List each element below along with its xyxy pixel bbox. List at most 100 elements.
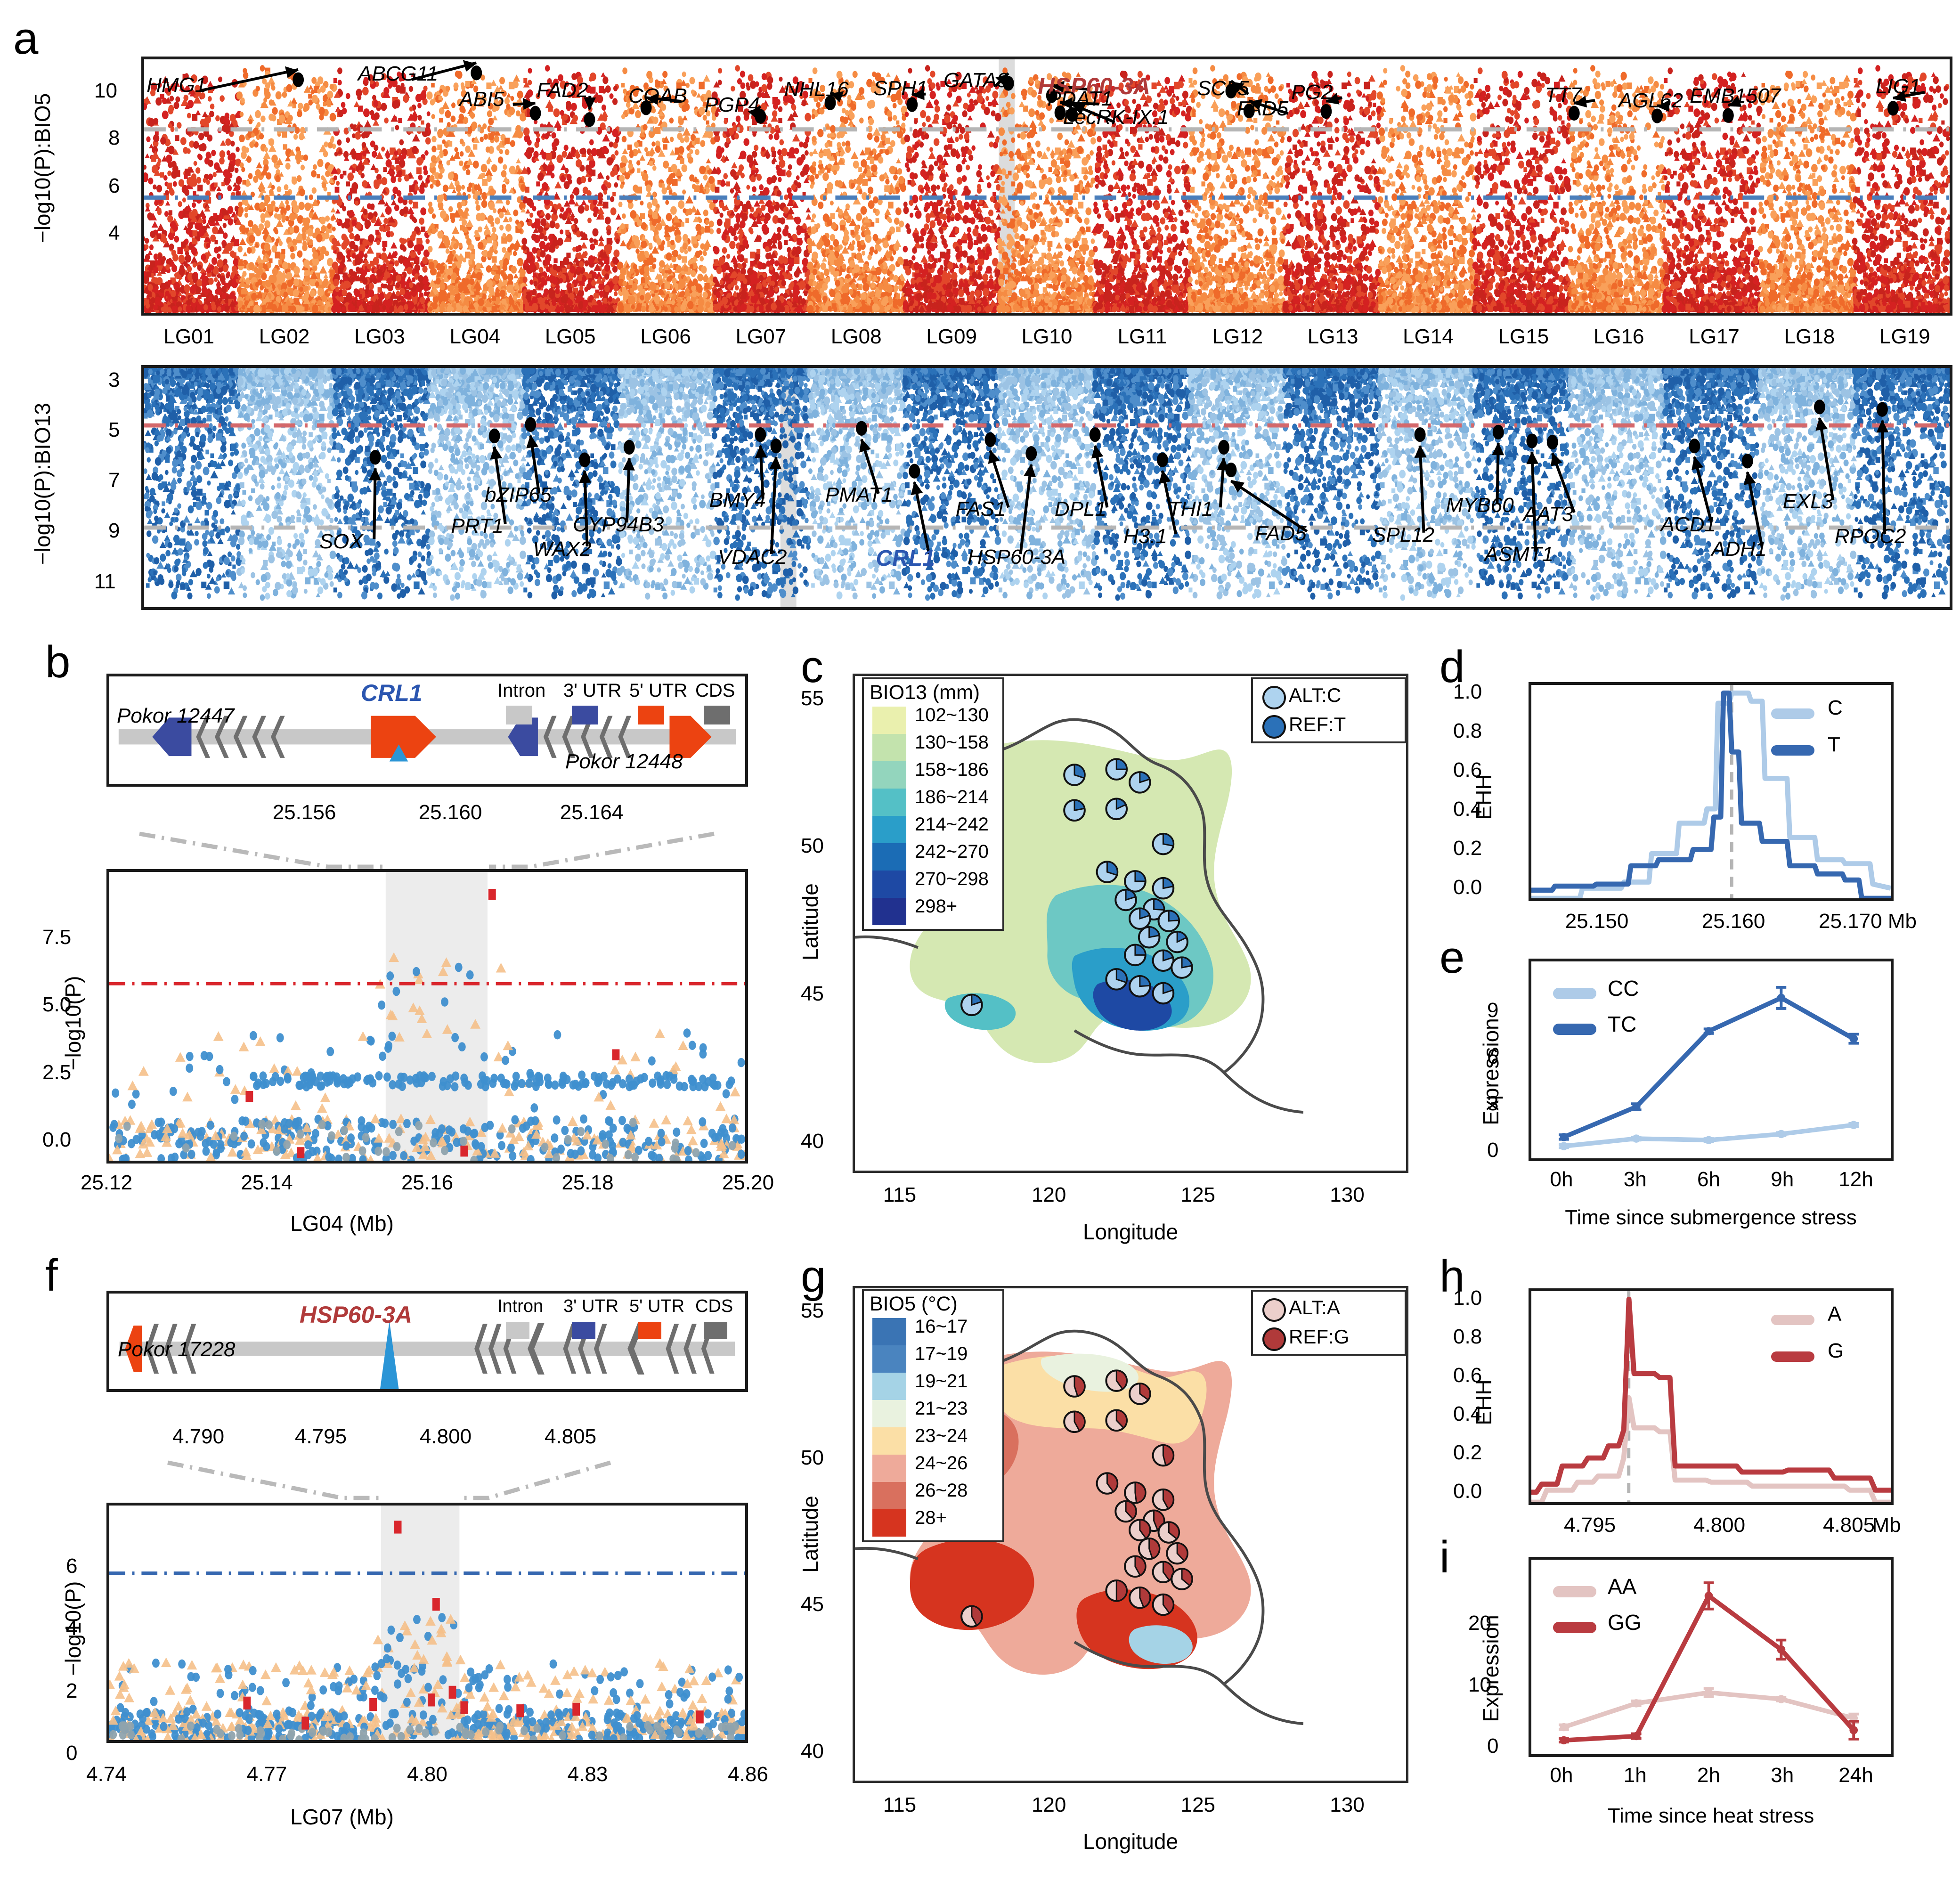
panel-f-locuszoom-box (106, 1503, 748, 1743)
bio13-gene-label-vdac2: VDAC2 (718, 545, 787, 569)
bio13-gene-label-cyp94b3: CYP94B3 (573, 513, 664, 537)
bio5-gene-label-fad5: FAD5 (1237, 97, 1288, 121)
map-legend-label: 23~24 (915, 1425, 968, 1447)
panel-b-xlabel: LG04 (Mb) (290, 1211, 394, 1236)
bio5-xtick-lg13: LG13 (1308, 325, 1358, 349)
bio13-gene-label-dpl1: DPL1 (1055, 497, 1106, 521)
map-ytick: 55 (801, 1299, 824, 1323)
axis-label-bio5: −log10(P):BIO5 (30, 74, 55, 262)
feature-legend-swatch (506, 706, 532, 725)
ehh-legend-swatch (1771, 708, 1814, 719)
map-legend-label: 186~214 (915, 787, 989, 808)
allele-legend-label: REF:G (1289, 1326, 1349, 1348)
feature-legend-swatch (572, 1322, 595, 1339)
panel-b-locuszoom-box (106, 869, 748, 1164)
map-legend-label: 17~19 (915, 1343, 968, 1365)
expr-legend-label: CC (1608, 976, 1639, 1001)
bio5-gene-label-lecrkix1: LecRK-IX.1 (1063, 106, 1169, 129)
bio5-ytick: 6 (108, 174, 120, 198)
bio13-gene-label-wax2: WAX2 (533, 537, 592, 561)
bio5-ytick: 4 (108, 221, 120, 245)
feature-legend-label: CDS (695, 1296, 733, 1317)
panel-letter-c: c (801, 644, 823, 690)
expr-legend-label: GG (1608, 1610, 1642, 1635)
ehh-ytick: 0.0 (1453, 876, 1482, 899)
expr-xtick: 0h (1550, 1764, 1573, 1787)
bio5-xtick-lg03: LG03 (354, 325, 405, 349)
panel-f-zoom-tick: 4.790 (172, 1425, 224, 1449)
panel-b-gene-model-box (106, 674, 748, 787)
map-xtick: 130 (1330, 1183, 1364, 1207)
expr-ytick: 0 (1487, 1734, 1498, 1758)
map-legend-label: 21~23 (915, 1398, 968, 1419)
map-ytick: 55 (801, 687, 824, 710)
expr-ytick: 6 (1487, 1045, 1498, 1069)
panel-b-ytick: 2.5 (42, 1061, 71, 1084)
panel-e-expression-svg (1559, 986, 1859, 1150)
bio5-gene-label-abi5: ABI5 (459, 88, 504, 111)
bio13-gene-label-hsp603a: HSP60-3A (968, 545, 1065, 569)
panel-b-xtick: 25.16 (401, 1171, 453, 1195)
panel-b-gene-title: CRL1 (361, 679, 423, 707)
map-legend-swatch (872, 1509, 906, 1537)
panel-f-zoom-tick: 4.805 (545, 1425, 596, 1449)
map-ytick: 40 (801, 1740, 824, 1763)
panel-b-zoom-connector (139, 831, 715, 869)
map-ytick: 40 (801, 1130, 824, 1153)
bio13-scatter-svg (144, 368, 1950, 607)
allele-legend-dot (1262, 1298, 1286, 1322)
panel-f-xtick: 4.80 (407, 1763, 447, 1786)
bio13-gene-label-thi1: THI1 (1168, 497, 1213, 521)
bio5-gene-label-coab: COAB (628, 84, 687, 108)
bio13-ytick: 3 (108, 368, 120, 392)
bio13-gene-label-bmy4: BMY4 (709, 488, 766, 512)
expr-xtick: 3h (1771, 1764, 1794, 1787)
allele-legend-dot (1262, 715, 1286, 739)
panel-f-ytick: 4 (66, 1617, 77, 1640)
ehh-xtick: 4.805 (1823, 1514, 1875, 1537)
map-legend-swatch (872, 843, 906, 871)
map-legend-swatch (872, 1318, 906, 1345)
bio5-ytick: 8 (108, 126, 120, 150)
expr-legend-swatch (1553, 1024, 1596, 1035)
panel-b-right-gene-label: Pokor 12448 (565, 750, 683, 773)
feature-legend-swatch (704, 706, 730, 725)
ehh-legend-swatch (1771, 745, 1814, 756)
panel-b-zoom-tick: 25.156 (273, 801, 336, 824)
ehh-legend-swatch (1771, 1315, 1814, 1325)
panel-letter-i: i (1440, 1535, 1449, 1580)
panel-b-zoom-tick: 25.160 (419, 801, 482, 824)
bio13-gene-label-pmat1: PMAT1 (825, 483, 893, 507)
panel-f-ytick: 2 (66, 1679, 77, 1703)
expr-xtick: 24h (1838, 1764, 1873, 1787)
panel-b-ytick: 7.5 (42, 926, 71, 949)
bio13-gene-label-adh1: ADH1 (1711, 537, 1766, 561)
panel-b-xtick: 25.20 (722, 1171, 774, 1195)
ehh-xtick: Mb (1872, 1514, 1901, 1537)
ehh-legend-swatch (1771, 1351, 1814, 1362)
panel-e-expression-box (1529, 959, 1894, 1161)
map-legend-swatch (872, 1427, 906, 1455)
map-legend-swatch (872, 871, 906, 898)
expr-xtick: 12h (1838, 1168, 1873, 1191)
bio5-gene-label-pg2: PG2 (1291, 81, 1333, 104)
map-xtick: 130 (1330, 1793, 1364, 1817)
map-legend-swatch (872, 1373, 906, 1400)
panel-b-ytick: 5.0 (42, 993, 71, 1017)
ehh-xtick: 4.795 (1564, 1514, 1616, 1537)
bio13-ytick: 11 (94, 570, 116, 594)
panel-b-locuszoom-svg (109, 872, 745, 1161)
bio5-xtick-lg19: LG19 (1879, 325, 1930, 349)
bio5-gene-label-emb1507: EMB1507 (1690, 84, 1781, 108)
allele-legend-dot (1262, 1327, 1286, 1351)
bio5-xtick-lg08: LG08 (831, 325, 882, 349)
map-ytick: 45 (801, 1593, 824, 1616)
feature-legend-label: Intron (497, 1296, 543, 1317)
expr-legend-swatch (1553, 1622, 1596, 1633)
panel-b-left-gene-label: Pokor 12447 (117, 704, 235, 728)
map-legend-swatch (872, 1455, 906, 1482)
bio5-xtick-lg09: LG09 (926, 325, 977, 349)
map-legend-label: 130~158 (915, 732, 989, 753)
bio5-xtick-lg10: LG10 (1022, 325, 1073, 349)
map-legend-title: BIO5 (°C) (870, 1293, 958, 1316)
